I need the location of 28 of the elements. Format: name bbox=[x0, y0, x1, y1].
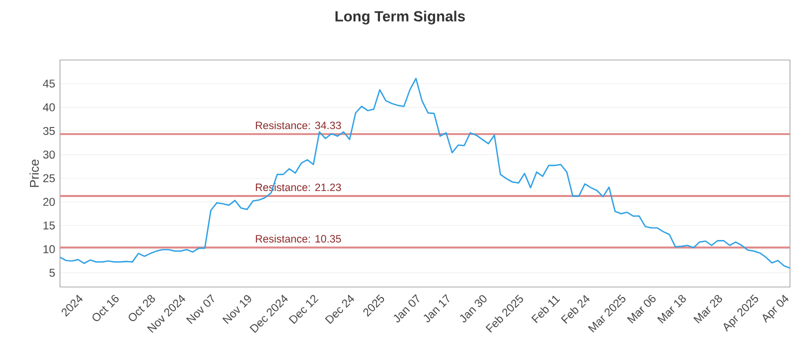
y-tick-label: 15 bbox=[44, 222, 55, 230]
x-tick-label: Mar 18 bbox=[657, 295, 686, 324]
y-tick-label: 25 bbox=[43, 174, 55, 182]
x-tick-label: Oct 28 bbox=[128, 295, 155, 322]
x-tick-label: Dec 24 bbox=[324, 294, 354, 324]
y-axis-title: Price bbox=[30, 160, 39, 187]
x-tick-label: Mar 06 bbox=[627, 295, 656, 324]
x-tick-label: Nov 07 bbox=[186, 294, 214, 324]
y-tick-label: 10 bbox=[44, 245, 55, 254]
y-tick-label: 40 bbox=[42, 103, 55, 112]
y-tick-label: 30 bbox=[43, 150, 55, 159]
x-tick-label: Feb 24 bbox=[560, 294, 590, 324]
x-tick-label: Dec 12 bbox=[288, 295, 319, 324]
y-tick-label: 5 bbox=[49, 268, 55, 277]
ref-line-label: Resistance: 34.33 bbox=[256, 121, 341, 130]
chart-title: Long Term Signals bbox=[336, 10, 465, 24]
x-tick-label: Jan 30 bbox=[460, 295, 486, 322]
y-tick-label: 45 bbox=[42, 80, 55, 88]
y-tick-label: 35 bbox=[43, 126, 55, 135]
x-tick-label: Apr 04 bbox=[762, 294, 789, 323]
x-tick-label: Jan 17 bbox=[424, 294, 450, 322]
ref-line-label: Resistance: 10.35 bbox=[256, 234, 341, 243]
y-tick-label: 20 bbox=[43, 198, 55, 206]
x-tick-label: Jan 07 bbox=[394, 294, 420, 322]
x-tick-label: Feb 11 bbox=[531, 296, 560, 324]
x-tick-label: Mar 28 bbox=[693, 295, 722, 324]
x-tick-label: Oct 16 bbox=[92, 295, 119, 322]
x-tick-label: Nov 19 bbox=[222, 295, 252, 324]
